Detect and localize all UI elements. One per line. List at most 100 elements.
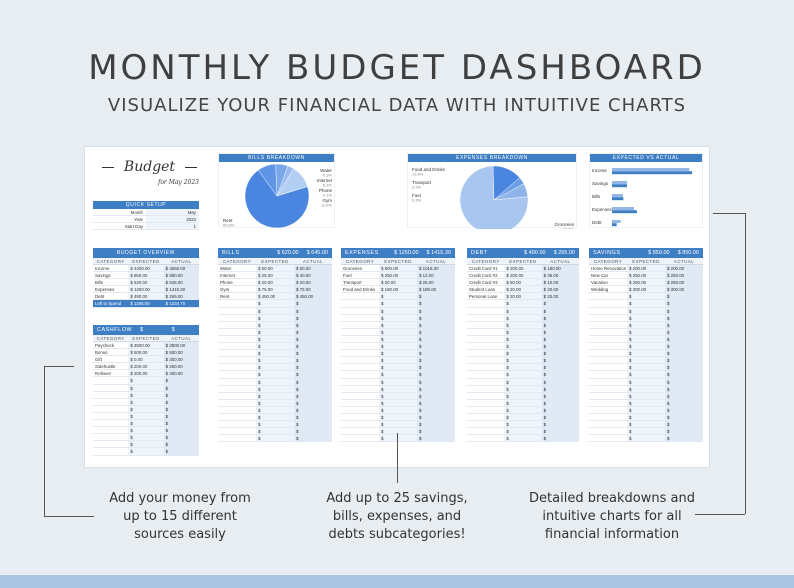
cashflow-cell[interactable]: $ [128,420,164,427]
debt-cell[interactable]: $ [504,406,542,413]
bills-cell[interactable] [218,435,256,441]
debt-cell[interactable] [467,357,504,363]
expenses-cell[interactable] [341,322,379,328]
setup-value[interactable]: 2023 [146,216,199,223]
cashflow-cell[interactable]: $ [163,377,199,384]
expenses-cell[interactable] [341,300,379,306]
bills-cell[interactable]: $ 40.00 [294,272,332,279]
debt-cell[interactable] [467,393,504,399]
cashflow-cell[interactable] [93,377,128,383]
debt-cell[interactable]: $ 10.00 [541,279,579,286]
bills-cell[interactable] [218,308,256,314]
bills-cell[interactable]: $ [256,399,294,406]
bills-cell[interactable]: $ [256,350,294,357]
savings-cell[interactable] [589,315,627,321]
bills-cell[interactable]: $ [294,350,332,357]
bills-cell[interactable] [218,350,256,356]
cashflow-cell[interactable]: $ [128,398,164,405]
debt-cell[interactable]: $ 180.00 [541,265,579,272]
cashflow-cell[interactable]: $ 200.00 [128,363,164,370]
debt-cell[interactable]: $ [504,321,542,328]
debt-cell[interactable]: $ [541,364,579,371]
debt-cell[interactable]: $ [504,300,542,307]
bills-cell[interactable]: $ [256,300,294,307]
expenses-cell[interactable] [341,293,379,299]
cashflow-cell[interactable] [93,413,128,419]
expenses-cell[interactable] [341,308,379,314]
debt-cell[interactable]: $ [504,385,542,392]
debt-cell[interactable] [467,308,504,314]
expenses-cell[interactable]: $ [417,413,455,421]
bills-cell[interactable]: Internet [220,273,235,279]
bills-cell[interactable]: $ [294,343,332,350]
savings-cell[interactable]: $ [627,357,665,364]
debt-cell[interactable]: $ [541,406,579,413]
expenses-cell[interactable]: $ [379,421,417,428]
debt-cell[interactable] [467,350,504,356]
expenses-cell[interactable]: $ [417,392,455,399]
savings-cell[interactable]: $ [665,335,703,343]
bills-cell[interactable]: $ [256,406,294,413]
cashflow-cell[interactable]: $ [163,420,199,427]
expenses-cell[interactable]: $ 180.00 [379,286,417,293]
savings-cell[interactable] [589,293,627,299]
savings-cell[interactable] [589,364,627,370]
debt-cell[interactable] [467,322,504,328]
savings-cell[interactable]: $ [627,321,665,328]
savings-cell[interactable]: $ [665,350,703,357]
debt-cell[interactable]: $ [541,378,579,385]
debt-cell[interactable]: $ [541,307,579,314]
cashflow-cell[interactable]: $ [163,441,199,448]
debt-cell[interactable] [467,329,504,335]
cashflow-cell[interactable] [93,434,128,440]
expenses-cell[interactable] [341,400,379,406]
bills-cell[interactable]: $ 50.00 [256,265,294,272]
expenses-cell[interactable]: Fuel [343,273,352,279]
debt-cell[interactable]: Personal Loan [469,294,498,300]
cashflow-cell[interactable]: $ [128,412,164,420]
savings-cell[interactable]: $ [665,378,703,385]
savings-cell[interactable] [589,357,627,363]
cashflow-cell[interactable]: $ [128,377,164,384]
savings-cell[interactable]: $ [627,371,665,378]
expenses-cell[interactable]: $ [417,371,455,378]
savings-cell[interactable]: $ [665,293,703,300]
cashflow-cell[interactable]: Paycheck [95,343,115,348]
expenses-cell[interactable]: $ [417,321,455,328]
savings-cell[interactable]: Wedding [591,287,609,293]
debt-cell[interactable]: $ [504,399,542,406]
expenses-cell[interactable]: $ [417,300,455,307]
savings-cell[interactable] [589,421,627,427]
expenses-cell[interactable]: $ [417,364,455,371]
debt-cell[interactable]: $ 200.00 [504,272,542,279]
savings-cell[interactable]: $ [665,307,703,314]
bills-cell[interactable]: $ [256,343,294,350]
expenses-cell[interactable]: $ [379,428,417,435]
bills-cell[interactable] [218,421,256,427]
expenses-cell[interactable] [341,421,379,427]
debt-cell[interactable]: $ 20.00 [504,286,542,293]
bills-cell[interactable]: $ [294,413,332,421]
cashflow-cell[interactable]: $ [128,448,164,455]
savings-cell[interactable] [589,407,627,413]
expenses-cell[interactable]: $ [417,406,455,413]
expenses-cell[interactable]: $ [379,307,417,314]
debt-cell[interactable]: $ 20.00 [504,293,542,300]
savings-cell[interactable]: $ [665,399,703,406]
cashflow-cell[interactable]: $ 200.00 [128,370,164,377]
expenses-cell[interactable] [341,336,379,342]
savings-cell[interactable]: $ [665,343,703,350]
savings-cell[interactable]: $ [627,328,665,335]
cashflow-cell[interactable]: $ [128,405,164,412]
debt-cell[interactable]: $ [541,371,579,378]
cashflow-cell[interactable] [93,392,128,398]
expenses-cell[interactable]: $ [379,357,417,364]
savings-cell[interactable]: $ [627,350,665,357]
savings-cell[interactable]: $ 250.00 [665,279,703,286]
expenses-cell[interactable] [341,364,379,370]
bills-cell[interactable] [218,300,256,306]
savings-cell[interactable] [589,371,627,377]
debt-cell[interactable]: $ [541,399,579,406]
savings-cell[interactable] [589,300,627,306]
expenses-cell[interactable]: $ [379,328,417,335]
